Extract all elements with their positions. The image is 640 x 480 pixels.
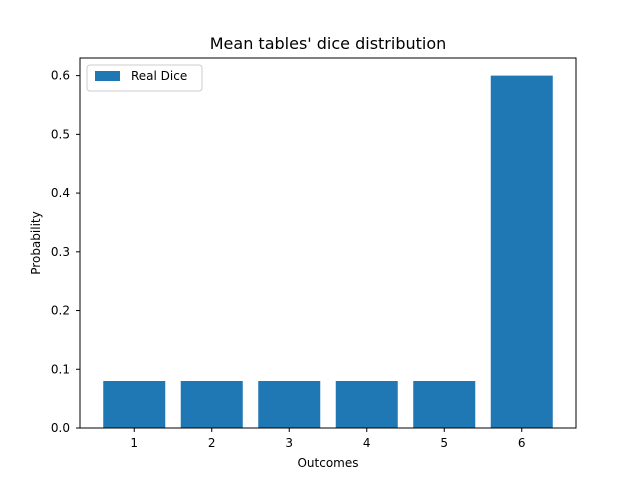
- y-tick-label: 0.6: [51, 69, 70, 83]
- bar-6: [490, 75, 553, 428]
- bar-4: [335, 381, 398, 428]
- x-axis-ticks: 1 2 3 4 5 6: [130, 428, 526, 450]
- y-axis-ticks: 0.0 0.1 0.2 0.3 0.4 0.5 0.6: [51, 69, 80, 435]
- bar-5: [413, 381, 476, 428]
- bars-group: [103, 75, 553, 428]
- legend: Real Dice: [86, 64, 203, 92]
- legend-swatch: [95, 71, 120, 81]
- bar-3: [258, 381, 321, 428]
- x-axis-label: Outcomes: [297, 456, 358, 470]
- y-tick-label: 0.1: [51, 362, 70, 376]
- x-tick-label: 2: [208, 436, 216, 450]
- legend-label: Real Dice: [131, 69, 187, 83]
- y-tick-label: 0.5: [51, 127, 70, 141]
- plot-frame: [79, 57, 577, 429]
- x-tick-label: 4: [363, 436, 371, 450]
- x-tick-label: 6: [518, 436, 526, 450]
- bar-1: [103, 381, 166, 428]
- bar-2: [180, 381, 243, 428]
- y-tick-label: 0.0: [51, 421, 70, 435]
- x-tick-label: 5: [440, 436, 448, 450]
- chart-title: Mean tables' dice distribution: [210, 34, 447, 53]
- y-tick-label: 0.3: [51, 245, 70, 259]
- y-tick-label: 0.4: [51, 186, 70, 200]
- y-tick-label: 0.2: [51, 304, 70, 318]
- x-tick-label: 3: [285, 436, 293, 450]
- x-tick-label: 1: [130, 436, 138, 450]
- y-axis-label: Probability: [29, 211, 43, 274]
